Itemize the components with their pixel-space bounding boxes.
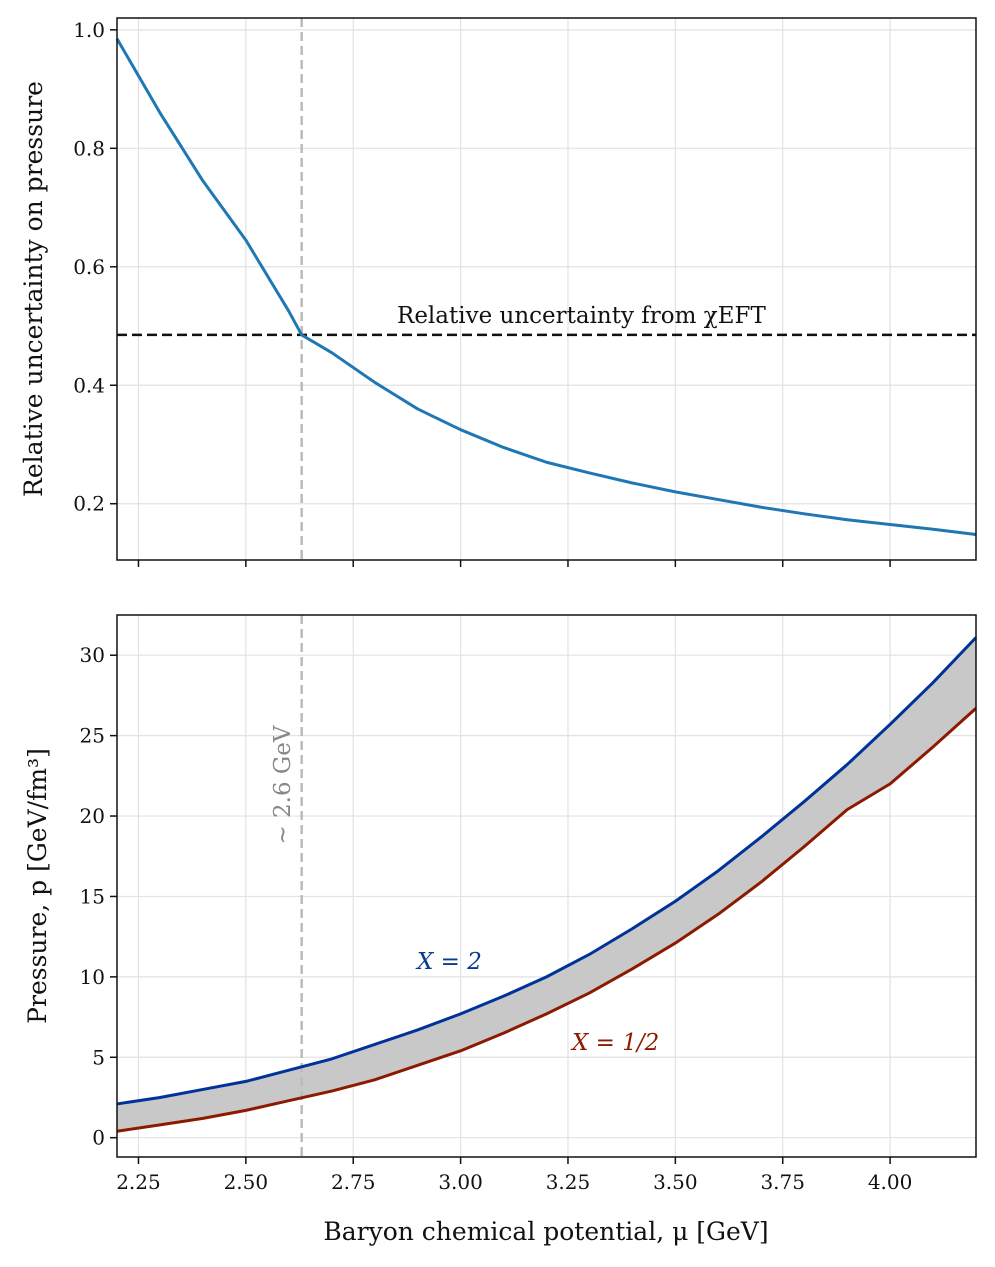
y-tick-label: 0.8 <box>73 136 105 160</box>
x-tick-label: 3.00 <box>438 1170 483 1194</box>
x2-label: X = 2 <box>415 949 482 975</box>
y-tick-label: 5 <box>92 1045 105 1069</box>
x-tick-label: 2.75 <box>331 1170 376 1194</box>
bottom-y-axis-label: Pressure, p [GeV/fm³] <box>23 748 52 1024</box>
y-tick-label: 0.2 <box>73 492 105 516</box>
top-plot-frame <box>116 17 977 561</box>
top-y-axis-label: Relative uncertainty on pressure <box>19 81 48 497</box>
y-tick-label: 0.4 <box>73 373 105 397</box>
top-panel: 0.2 0.4 0.6 0.8 1.0 Relative uncertainty fro… <box>19 17 977 567</box>
bottom-plot-frame <box>116 614 977 1158</box>
bottom-ticks: 2.25 2.50 2.75 3.00 3.25 3.50 3.75 4.00 0 5 10 15 20… <box>80 643 913 1194</box>
bottom-x-axis-label: Baryon chemical potential, μ [GeV] <box>323 1217 768 1246</box>
y-tick-label: 15 <box>80 884 105 908</box>
x-tick-label: 2.50 <box>224 1170 269 1194</box>
bottom-grid <box>117 615 976 1157</box>
x-half-label: X = 1/2 <box>570 1030 659 1056</box>
series-line-x-1-2 <box>116 707 978 1133</box>
vline-annotation: ∼ 2.6 GeV <box>270 725 296 844</box>
top-grid <box>117 18 976 560</box>
y-tick-label: 1.0 <box>73 18 105 42</box>
chiEFT-annotation: Relative uncertainty from χEFT <box>397 303 766 329</box>
x-tick-label: 2.25 <box>116 1170 161 1194</box>
x-tick-label: 3.50 <box>653 1170 698 1194</box>
x-tick-label: 3.75 <box>760 1170 805 1194</box>
top-ticks: 0.2 0.4 0.6 0.8 1.0 <box>73 18 891 567</box>
top-series <box>115 37 977 537</box>
y-tick-label: 20 <box>80 804 105 828</box>
y-tick-label: 25 <box>80 724 105 748</box>
bottom-series <box>116 636 978 1133</box>
series-line-relative-uncertainty <box>115 37 977 537</box>
x-tick-label: 3.25 <box>546 1170 591 1194</box>
y-tick-label: 10 <box>80 965 105 989</box>
y-tick-label: 0.6 <box>73 255 105 279</box>
bottom-panel: 2.25 2.50 2.75 3.00 3.25 3.50 3.75 4.00 0 5 10 15 20… <box>23 614 978 1246</box>
y-tick-label: 0 <box>92 1126 105 1150</box>
y-tick-label: 30 <box>80 643 105 667</box>
series-line-x-2 <box>116 636 978 1106</box>
x-tick-label: 4.00 <box>868 1170 913 1194</box>
